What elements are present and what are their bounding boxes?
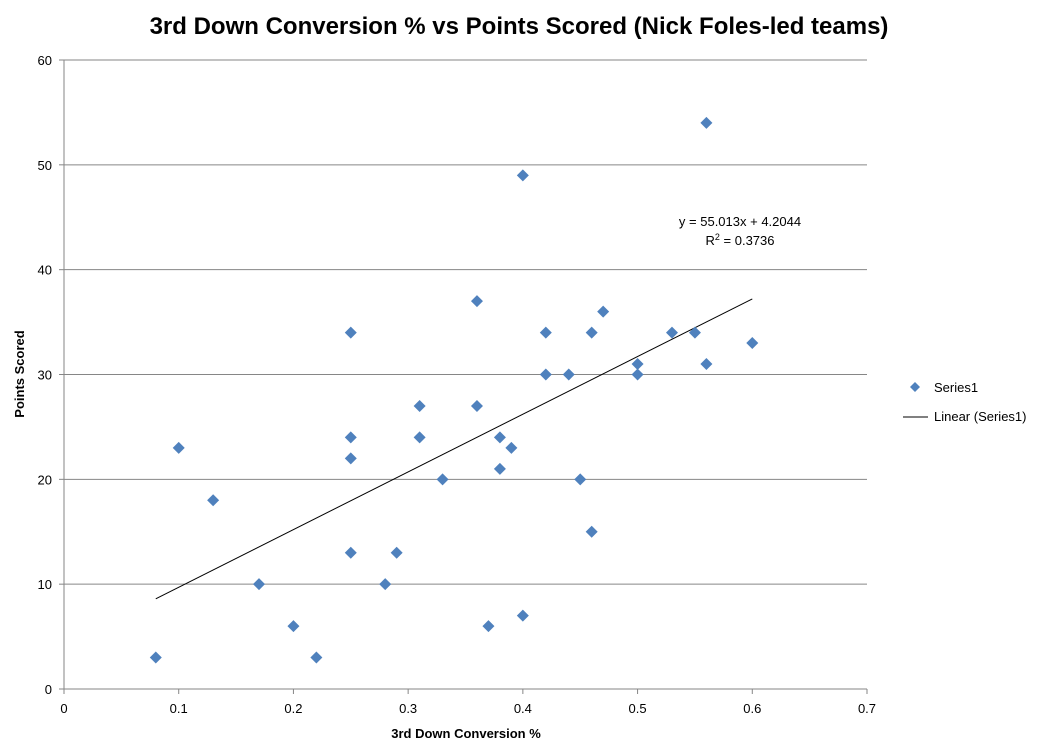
data-point [505,441,518,454]
chart-title: 3rd Down Conversion % vs Points Scored (… [150,13,889,40]
y-tick-label: 50 [38,158,52,173]
data-point [700,116,713,129]
y-tick-label: 60 [38,53,52,68]
data-point [688,326,701,339]
data-point [390,546,403,559]
data-point [253,578,266,591]
y-tick-label: 30 [38,368,52,383]
x-tick-label: 0 [60,701,67,716]
data-point [344,431,357,444]
data-point [379,578,392,591]
r2-value: = 0.3736 [720,233,775,248]
x-tick-label: 0.4 [514,701,532,716]
y-axis-title: Points Scored [12,330,27,417]
data-point [585,326,598,339]
x-tick-label: 0.1 [170,701,188,716]
data-point [493,431,506,444]
trendline-r2-text: R2 = 0.3736 [706,232,775,248]
legend-series-label: Series1 [934,380,978,395]
data-point [344,546,357,559]
data-point [149,651,162,664]
trendline-equation-text: y = 55.013x + 4.2044 [679,214,801,229]
data-point [665,326,678,339]
legend: Series1 Linear (Series1) [903,380,1027,424]
data-point [470,399,483,412]
trendline [155,298,753,600]
y-tick-label: 40 [38,263,52,278]
x-tick-label: 0.2 [284,701,302,716]
data-point [585,525,598,538]
data-point [436,473,449,486]
data-point [413,399,426,412]
data-point [413,431,426,444]
data-point [516,609,529,622]
legend-trendline-label: Linear (Series1) [934,409,1027,424]
data-point [470,295,483,308]
data-point [574,473,587,486]
trendline-layer [155,298,753,600]
data-point [516,169,529,182]
data-point [631,368,644,381]
data-point [310,651,323,664]
data-point [631,358,644,371]
y-tick-label: 20 [38,472,52,487]
data-point [287,620,300,633]
x-tick-label: 0.3 [399,701,417,716]
data-point [172,441,185,454]
r2-superscript: 2 [715,232,720,242]
data-point [344,452,357,465]
data-point [539,326,552,339]
data-point [344,326,357,339]
x-tick-label: 0.6 [743,701,761,716]
data-point [539,368,552,381]
data-point [700,358,713,371]
data-point [597,305,610,318]
x-tick-label: 0.5 [629,701,647,716]
trendline-equation: y = 55.013x + 4.2044 R2 = 0.3736 [679,214,801,248]
x-tick-label: 0.7 [858,701,876,716]
data-point [207,494,220,507]
r2-label: R [706,233,715,248]
y-tick-label: 10 [38,577,52,592]
data-point [482,620,495,633]
x-axis-title: 3rd Down Conversion % [391,726,541,741]
data-point [493,462,506,475]
data-points [149,116,759,664]
legend-series-marker [910,382,920,392]
y-tick-label: 0 [45,682,52,697]
data-point [562,368,575,381]
gridlines [64,59,867,585]
data-point [746,337,759,350]
axes: 0 10 20 30 40 50 60 0 0.1 0.2 0.3 0.4 0.5 0.6 0.7 [38,53,877,716]
